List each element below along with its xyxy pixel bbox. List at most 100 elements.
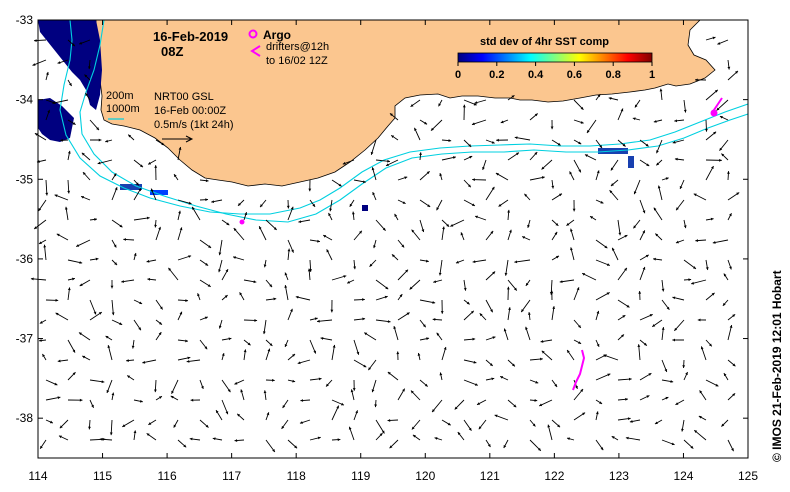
current-arrow — [617, 139, 626, 147]
current-arrow — [727, 439, 734, 452]
current-arrow — [221, 399, 229, 415]
current-arrow — [282, 399, 289, 409]
current-arrow — [507, 152, 520, 161]
current-arrow — [110, 279, 114, 289]
current-arrow — [387, 419, 399, 422]
current-arrow — [566, 349, 575, 361]
current-arrow — [78, 332, 91, 341]
current-arrow — [121, 279, 135, 283]
current-arrow — [397, 388, 406, 401]
current-arrow — [547, 424, 553, 441]
current-arrow — [584, 154, 597, 161]
current-arrow — [330, 299, 334, 313]
current-arrow — [541, 159, 553, 170]
current-arrow — [38, 199, 47, 212]
current-arrow — [639, 395, 650, 401]
current-arrow — [419, 379, 429, 387]
current-arrow — [221, 268, 229, 281]
current-arrow — [309, 199, 316, 208]
current-arrow — [364, 332, 377, 341]
current-arrow — [439, 173, 443, 181]
argo-legend-icon — [248, 29, 258, 39]
current-arrow — [54, 194, 69, 201]
current-arrow — [322, 234, 333, 241]
current-arrow — [199, 198, 209, 202]
current-arrow — [265, 279, 273, 288]
current-arrow — [573, 159, 582, 173]
current-arrow — [215, 409, 223, 421]
current-arrow — [683, 371, 688, 381]
current-arrow — [133, 319, 142, 331]
current-arrow — [397, 199, 406, 205]
current-arrow — [89, 217, 98, 221]
current-arrow — [463, 155, 473, 161]
current-arrow — [155, 319, 163, 326]
current-arrow — [375, 319, 391, 323]
current-arrow — [632, 117, 641, 121]
current-arrow — [369, 259, 377, 268]
current-arrow — [499, 375, 509, 381]
current-arrow — [191, 206, 201, 221]
current-arrow — [60, 138, 69, 142]
current-arrow — [232, 256, 245, 261]
current-arrow — [503, 439, 509, 449]
current-arrow — [391, 254, 399, 261]
current-arrow — [638, 291, 642, 301]
current-arrow — [705, 89, 719, 101]
current-arrow — [67, 119, 76, 125]
current-arrow — [67, 150, 71, 161]
current-arrow — [123, 238, 135, 241]
x-tick-label: 124 — [673, 469, 693, 483]
current-arrow — [617, 417, 631, 421]
current-arrow — [463, 299, 470, 305]
current-arrow — [199, 259, 209, 266]
current-arrow — [385, 159, 399, 167]
current-arrow — [637, 344, 641, 361]
current-arrow — [572, 199, 576, 212]
current-arrow — [573, 119, 584, 124]
current-arrow — [265, 378, 275, 382]
current-arrow — [155, 331, 162, 341]
current-arrow — [573, 99, 584, 111]
current-arrow — [705, 158, 722, 162]
current-arrow — [683, 219, 687, 229]
current-arrow — [375, 432, 383, 441]
current-arrow — [367, 359, 377, 371]
current-arrow — [419, 337, 430, 341]
current-arrow — [419, 170, 430, 181]
current-arrow — [177, 339, 189, 343]
current-arrow — [106, 379, 113, 394]
current-arrow — [617, 334, 625, 341]
map-date: 16-Feb-2019 — [153, 29, 228, 44]
current-arrow — [33, 39, 47, 43]
sst-stddev-patch — [120, 184, 142, 190]
current-arrow — [463, 419, 472, 431]
current-arrow — [320, 337, 333, 341]
x-tick-label: 121 — [480, 469, 500, 483]
current-arrow — [146, 259, 157, 263]
current-arrow — [610, 179, 619, 187]
current-arrow — [569, 171, 575, 181]
current-arrow — [265, 339, 273, 347]
current-arrow — [436, 199, 443, 211]
current-arrow — [75, 239, 91, 247]
current-arrow — [218, 239, 223, 256]
current-arrow — [346, 279, 355, 284]
current-arrow — [32, 59, 47, 66]
current-arrow — [87, 59, 91, 70]
contour-200m-label: 200m — [106, 90, 134, 102]
current-arrow — [617, 234, 628, 241]
current-arrow — [694, 78, 707, 82]
current-arrow — [539, 399, 553, 407]
current-arrow — [373, 239, 377, 249]
current-arrow — [639, 314, 653, 321]
current-arrow — [699, 390, 707, 401]
current-arrow — [58, 435, 69, 441]
current-arrow — [524, 193, 531, 201]
current-arrow — [67, 259, 83, 264]
current-arrow — [652, 319, 663, 328]
current-arrow — [679, 179, 685, 190]
current-arrow — [485, 336, 496, 341]
current-arrow — [168, 267, 179, 281]
current-arrow — [374, 399, 378, 408]
